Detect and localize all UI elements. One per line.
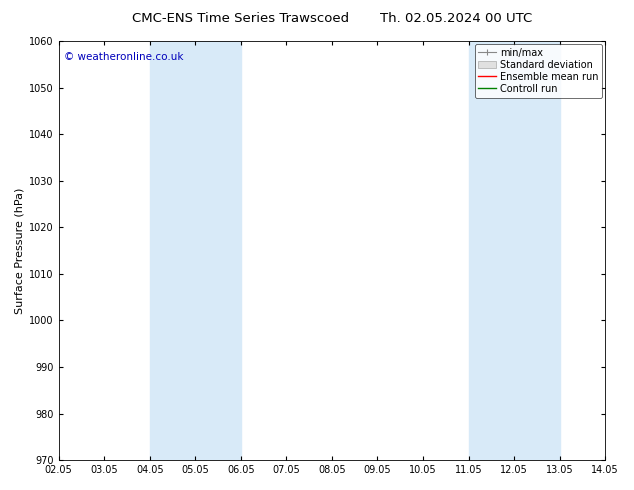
Y-axis label: Surface Pressure (hPa): Surface Pressure (hPa) — [15, 187, 25, 314]
Bar — [150, 41, 241, 460]
Text: © weatheronline.co.uk: © weatheronline.co.uk — [64, 51, 184, 62]
Legend: min/max, Standard deviation, Ensemble mean run, Controll run: min/max, Standard deviation, Ensemble me… — [475, 44, 602, 98]
Text: Th. 02.05.2024 00 UTC: Th. 02.05.2024 00 UTC — [380, 12, 533, 25]
Text: CMC-ENS Time Series Trawscoed: CMC-ENS Time Series Trawscoed — [133, 12, 349, 25]
Bar — [469, 41, 560, 460]
